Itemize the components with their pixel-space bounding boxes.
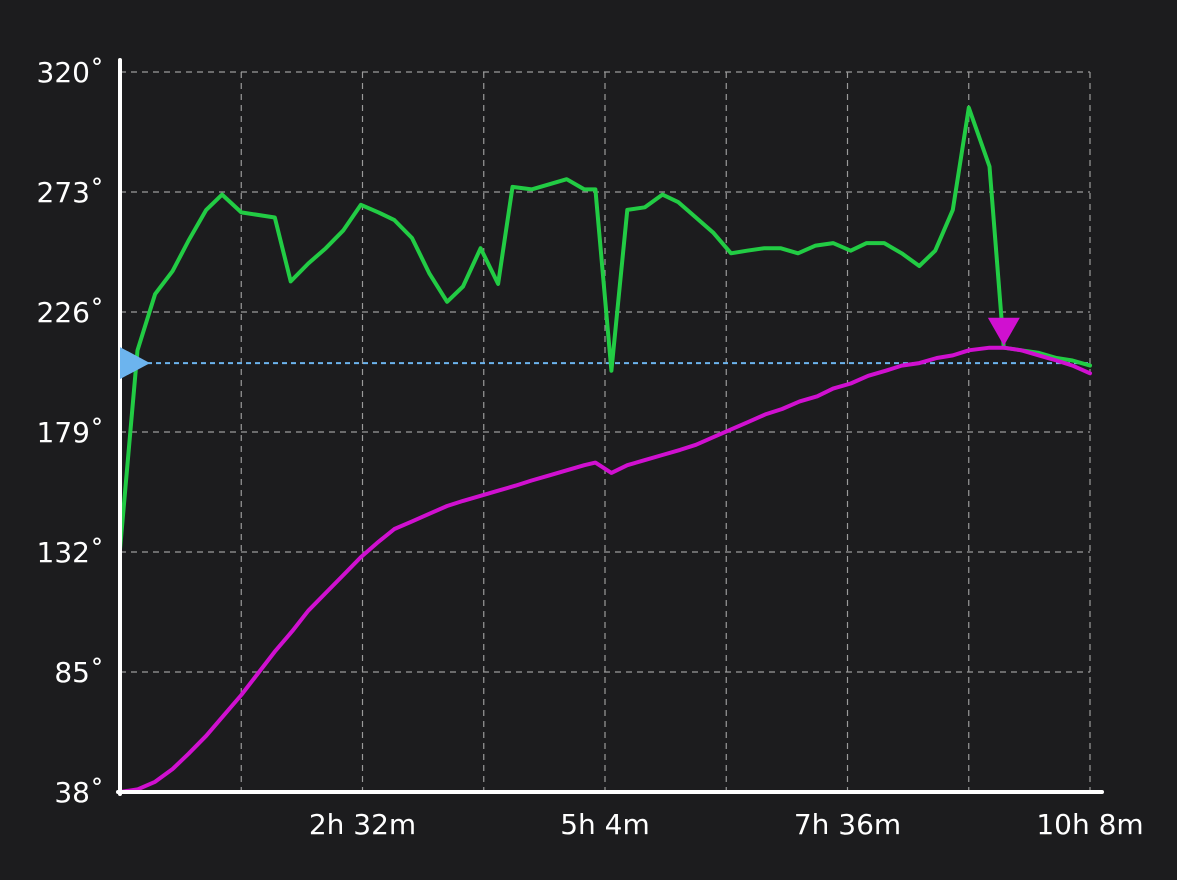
markers [120, 317, 1020, 380]
x-axis-tick-labels: 2h 32m 5h 4m 7h 36m 10h 8m [309, 808, 1144, 841]
series-line-magenta [118, 345, 1092, 794]
y-tick-label: 179˚ [37, 416, 104, 449]
x-tick-label: 2h 32m [309, 808, 416, 841]
setpoint-marker-icon [120, 347, 150, 380]
y-tick-label: 132˚ [37, 536, 104, 569]
y-tick-label: 85˚ [54, 656, 104, 689]
y-axis-tick-labels: 38˚ 85˚ 132˚ 179˚ 226˚ 273˚ 320˚ [37, 56, 104, 809]
peak-marker-icon [987, 317, 1020, 346]
x-tick-label: 7h 36m [794, 808, 901, 841]
x-tick-label: 10h 8m [1036, 808, 1143, 841]
series-line-green [118, 105, 1092, 552]
axes [116, 58, 1104, 796]
vertical-gridlines [240, 72, 1091, 792]
y-tick-label: 38˚ [54, 776, 104, 809]
y-tick-label: 273˚ [37, 176, 104, 209]
x-tick-label: 5h 4m [560, 808, 650, 841]
y-tick-label: 226˚ [37, 296, 104, 329]
y-tick-label: 320˚ [37, 56, 104, 89]
series-layer [118, 105, 1092, 794]
